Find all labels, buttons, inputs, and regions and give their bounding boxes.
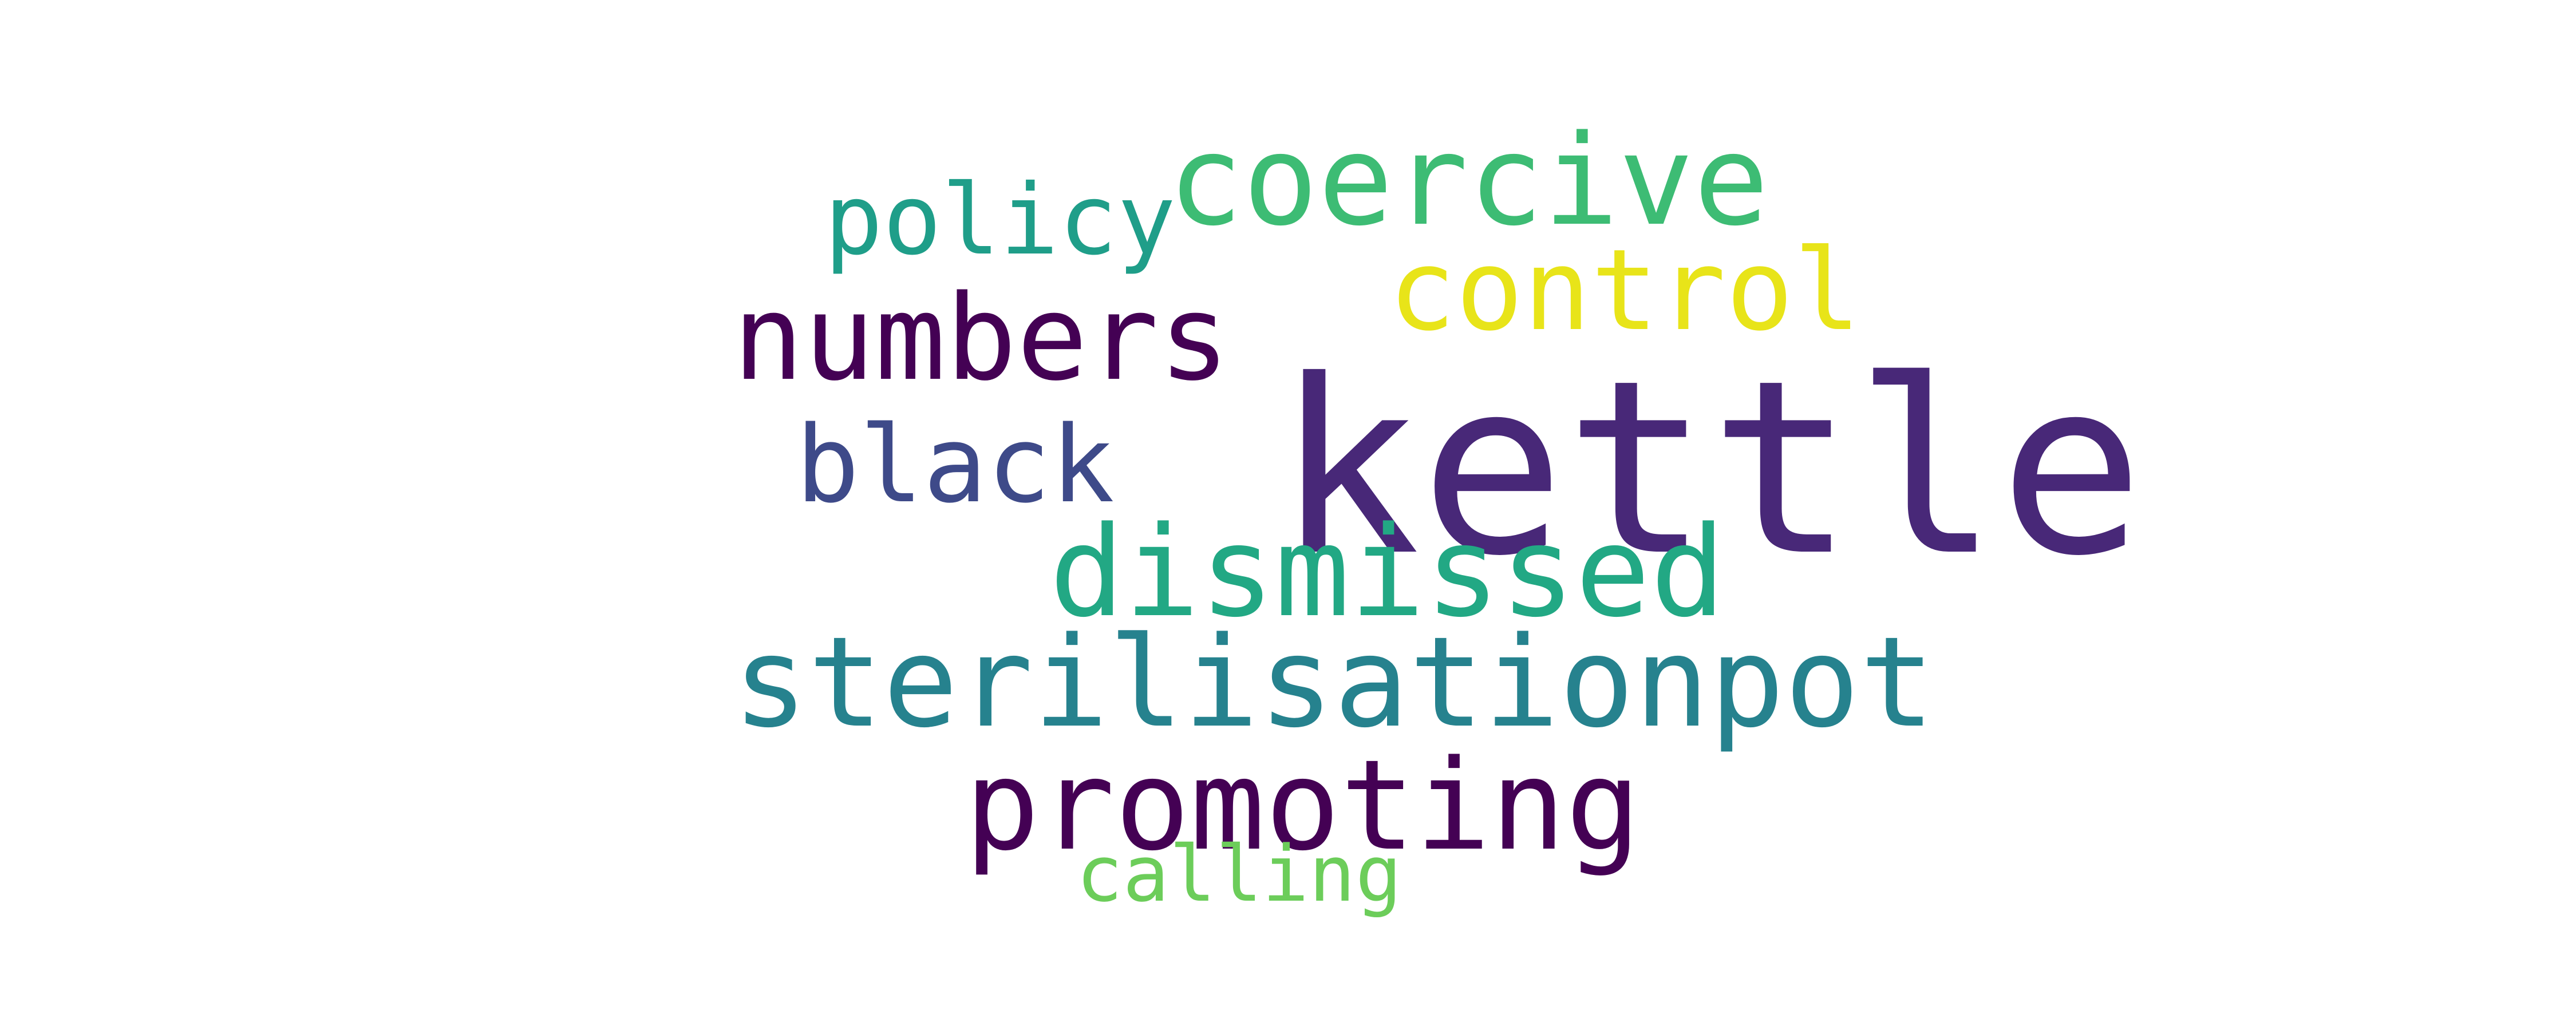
word-sterilisationpot: sterilisationpot <box>733 611 1935 755</box>
word-numbers: numbers <box>733 270 1230 407</box>
word-promoting: promoting <box>965 734 1641 878</box>
word-kettle: kettle <box>1275 329 2144 609</box>
word-policy: policy <box>824 164 1176 277</box>
word-dismissed: dismissed <box>1049 500 1726 645</box>
word-control: control <box>1388 225 1862 356</box>
word-black: black <box>796 403 1115 526</box>
word-coercive: coercive <box>1168 109 1769 253</box>
word-calling: calling <box>1076 829 1402 919</box>
